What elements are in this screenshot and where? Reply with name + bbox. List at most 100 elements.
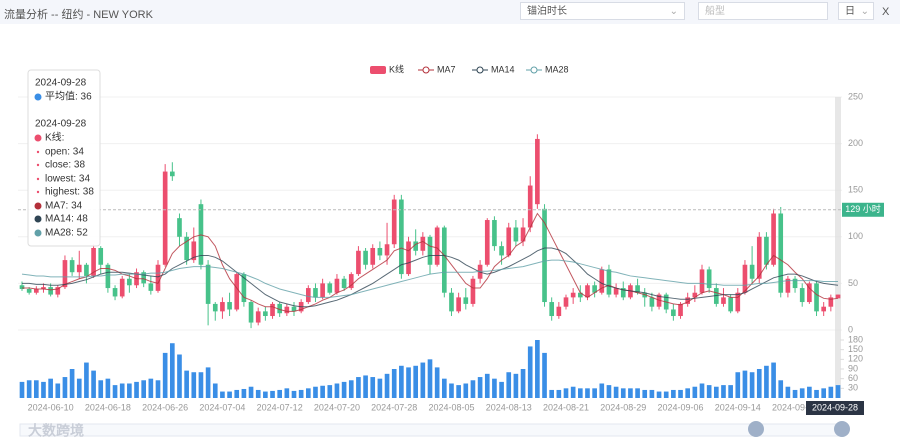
volume-bar xyxy=(685,388,691,398)
tooltip-text: MA14: 48 xyxy=(45,214,88,225)
volume-bar xyxy=(391,369,397,398)
candle-body xyxy=(799,288,805,303)
volume-bar xyxy=(348,380,354,398)
candle-body xyxy=(563,297,569,307)
volume-bar xyxy=(141,380,147,398)
candle-body xyxy=(148,283,154,291)
candle-body xyxy=(671,309,676,317)
chart: 大数跨境 0501001502002503060901201501802024-… xyxy=(18,63,884,439)
volume-bar xyxy=(420,362,426,398)
tooltip xyxy=(27,69,101,247)
candle-body xyxy=(463,297,469,304)
volume-bar xyxy=(341,381,347,398)
candle-body xyxy=(785,278,791,293)
volume-bar xyxy=(484,373,490,398)
tooltip-marker xyxy=(34,134,42,142)
data-zoom[interactable] xyxy=(19,423,841,437)
candle-body xyxy=(441,227,447,293)
volume-bar xyxy=(33,380,39,398)
close-button[interactable]: X xyxy=(882,6,890,18)
volume-bar xyxy=(413,365,419,398)
candle-body xyxy=(427,236,433,265)
volume-bar xyxy=(148,378,154,398)
volume-bar xyxy=(191,372,197,398)
header: 流量分析 -- 纽约 - NEW YORK 锚泊时长 ⌄ 船型 日 ⌄ X xyxy=(0,0,900,24)
volume-bar xyxy=(556,389,562,398)
tooltip-marker xyxy=(36,177,40,181)
candle-body xyxy=(420,236,426,251)
tooltip-text: 2024-09-28 xyxy=(35,119,87,130)
volume-bar xyxy=(585,388,590,398)
legend-swatch xyxy=(370,66,386,74)
tooltip-text: K线: xyxy=(45,131,64,144)
candle-body xyxy=(735,292,741,312)
volume-bar xyxy=(620,388,626,398)
ship-type-input[interactable]: 船型 xyxy=(698,2,828,20)
volume-bar xyxy=(599,383,605,398)
x-tick-label: 2024-07-04 xyxy=(199,402,245,412)
volume-bar xyxy=(535,340,540,398)
volume-bar xyxy=(678,389,683,398)
candle-body xyxy=(649,297,655,307)
volume-tick-label: 60 xyxy=(848,373,858,383)
volume-bar xyxy=(91,370,96,398)
candle-body xyxy=(484,220,490,265)
x-tick-label: 2024-08-29 xyxy=(600,402,646,412)
volume-bar xyxy=(449,383,454,398)
zoom-handle[interactable] xyxy=(748,421,764,437)
volume-bar xyxy=(542,352,547,398)
candle-body xyxy=(98,247,104,265)
candle-body xyxy=(76,264,82,273)
candle-body xyxy=(220,302,225,312)
x-tick-label: 2024-09-22 xyxy=(772,402,818,412)
candle-body xyxy=(721,297,726,304)
y-tick-label: 100 xyxy=(848,231,863,241)
candle-body xyxy=(599,269,605,293)
candle-body xyxy=(399,199,404,275)
candle-body xyxy=(585,285,590,298)
zoom-handle[interactable] xyxy=(834,421,850,437)
volume-bar xyxy=(699,383,705,398)
volume-bar xyxy=(441,378,447,398)
candle-body xyxy=(807,283,812,303)
candle-body xyxy=(556,306,562,317)
volume-bar xyxy=(370,377,376,398)
tooltip-text: lowest: 34 xyxy=(45,174,90,185)
candle-body xyxy=(592,285,597,293)
volume-bar xyxy=(671,389,676,398)
candle-body xyxy=(792,278,798,289)
tooltip-marker xyxy=(36,150,40,154)
volume-bar xyxy=(241,388,247,398)
volume-bar xyxy=(98,380,104,398)
volume-bar xyxy=(427,359,433,398)
anchor-select[interactable]: 锚泊时长 ⌄ xyxy=(520,2,685,20)
y-tick-label: 0 xyxy=(848,324,853,334)
candle-body xyxy=(577,292,583,298)
volume-bar xyxy=(821,388,827,398)
legend-label: MA14 xyxy=(491,64,515,74)
candle-body xyxy=(334,278,340,293)
tooltip-marker xyxy=(34,202,42,210)
period-select[interactable]: 日 ⌄ xyxy=(838,2,874,20)
candle-body xyxy=(348,274,354,289)
volume-bar xyxy=(656,391,662,398)
volume-bar xyxy=(592,388,597,398)
volume-bar xyxy=(334,383,340,398)
candle-body xyxy=(255,311,261,323)
anchor-select-text: 锚泊时长 xyxy=(527,6,567,17)
volume-bar xyxy=(291,390,297,398)
volume-bar xyxy=(635,388,640,398)
candle-body xyxy=(406,241,411,275)
candle-body xyxy=(520,227,526,242)
x-tick-label: 2024-08-13 xyxy=(486,402,532,412)
volume-bar xyxy=(220,391,225,398)
volume-bar xyxy=(19,381,25,398)
volume-bar xyxy=(713,386,719,398)
volume-bar xyxy=(814,389,819,398)
volume-bar xyxy=(563,388,569,398)
candle-body xyxy=(434,227,440,265)
candle-body xyxy=(112,288,118,297)
volume-bar xyxy=(613,386,619,398)
volume-bar xyxy=(527,346,533,398)
volume-tick-label: 90 xyxy=(848,363,858,373)
